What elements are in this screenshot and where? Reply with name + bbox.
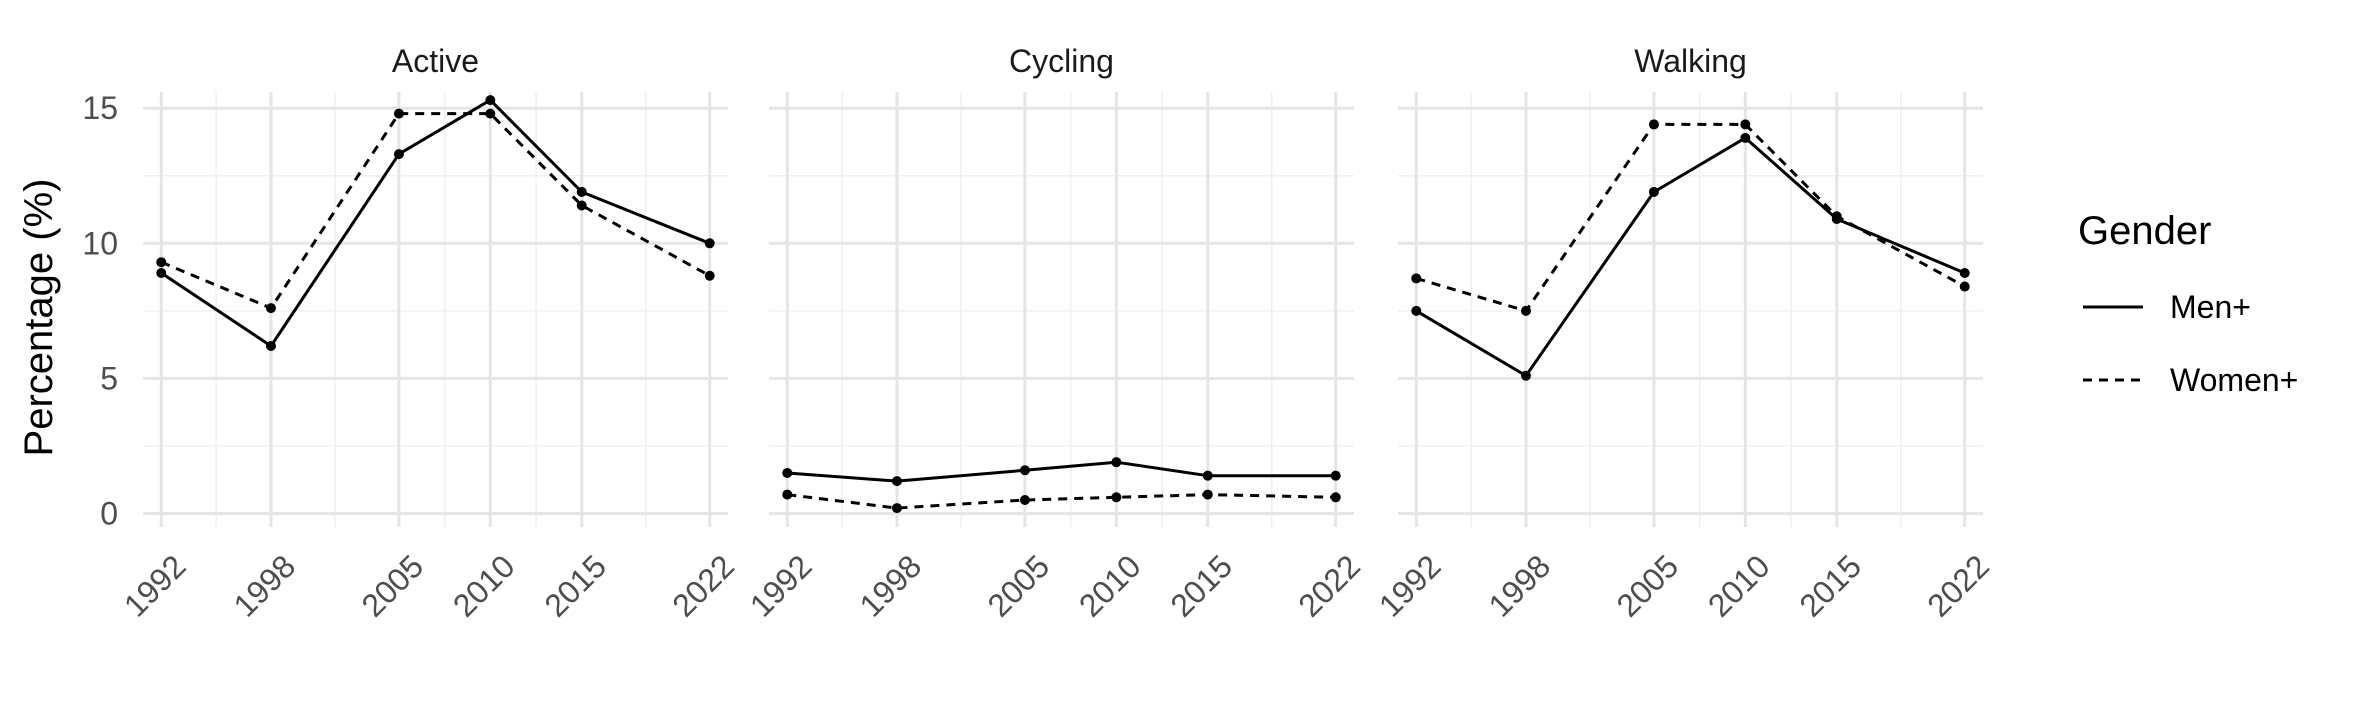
y-tick-label: 0: [100, 495, 118, 531]
data-point: [1202, 470, 1213, 481]
data-point: [156, 257, 167, 268]
data-point: [393, 149, 404, 160]
series-line-men: [787, 460, 1336, 483]
data-point: [1959, 281, 1970, 292]
legend-label: Men+: [2170, 289, 2251, 325]
x-tick-label: 2015: [537, 548, 613, 624]
legend-item-men: Men+: [2083, 289, 2251, 325]
data-point: [156, 268, 167, 279]
x-tick-label: 2022: [1920, 548, 1996, 624]
legend-label: Women+: [2170, 362, 2298, 398]
data-point: [1111, 492, 1122, 503]
data-point: [1330, 470, 1341, 481]
data-point: [1111, 457, 1122, 468]
y-axis: 0 5 10 15: [82, 90, 118, 531]
x-tick-label: 2010: [1072, 548, 1148, 624]
data-point: [1202, 489, 1213, 500]
series-line-women: [1415, 122, 1966, 313]
data-point: [782, 489, 793, 500]
x-tick-label: 1998: [227, 548, 303, 624]
y-tick-label: 15: [82, 90, 118, 126]
x-tick-label: 1992: [743, 548, 819, 624]
x-tick-label: 2005: [981, 548, 1057, 624]
y-tick-label: 5: [100, 360, 118, 396]
legend-entries: Men+ Women+: [2083, 289, 2298, 398]
x-tick-label: 2010: [446, 548, 522, 624]
data-point: [576, 186, 587, 197]
data-point: [1330, 492, 1341, 503]
x-tick-label: 2015: [1792, 548, 1868, 624]
data-point: [1520, 370, 1531, 381]
data-point: [782, 467, 793, 478]
series-line-men: [160, 98, 711, 348]
panel-title: Active: [392, 43, 479, 79]
series-line-women: [787, 493, 1336, 510]
data-point: [485, 108, 496, 119]
y-tick-label: 10: [82, 225, 118, 261]
data-point: [576, 200, 587, 211]
panel-cycling: Cycling 1992 1998 2005 2010 2015 2022: [743, 43, 1367, 624]
data-point: [1959, 268, 1970, 279]
x-tick-label: 1992: [1372, 548, 1448, 624]
x-tick-label: 2005: [1610, 548, 1686, 624]
panel-title: Cycling: [1009, 43, 1114, 79]
data-point: [1411, 273, 1422, 284]
data-point: [1411, 305, 1422, 316]
data-point: [265, 340, 276, 351]
data-point: [1520, 305, 1531, 316]
x-tick-label: 2010: [1701, 548, 1777, 624]
data-point: [1019, 494, 1030, 505]
x-tick-label: 1992: [117, 548, 193, 624]
x-tick-label: 2022: [1291, 548, 1367, 624]
data-point: [1648, 186, 1659, 197]
x-tick-label: 1998: [853, 548, 929, 624]
legend-item-women: Women+: [2083, 362, 2298, 398]
panel-active: Active 1992 1998 2005 2010 2015 2022: [117, 43, 741, 624]
x-tick-label: 1998: [1482, 548, 1558, 624]
data-point: [704, 270, 715, 281]
panel-title: Walking: [1634, 43, 1747, 79]
data-point: [1019, 465, 1030, 476]
data-point: [393, 108, 404, 119]
legend: Gender Men+ Women+: [2078, 209, 2298, 398]
data-point: [265, 303, 276, 314]
data-point: [1740, 132, 1751, 143]
series-line-men: [1415, 136, 1966, 378]
data-point: [1740, 119, 1751, 130]
data-point: [891, 476, 902, 487]
data-point: [1831, 211, 1842, 222]
y-axis-label: Percentage (%): [17, 179, 61, 457]
series-line-women: [160, 112, 711, 310]
x-tick-label: 2005: [355, 548, 431, 624]
x-tick-label: 2015: [1163, 548, 1239, 624]
legend-title: Gender: [2078, 209, 2211, 253]
data-point: [891, 503, 902, 514]
data-point: [704, 238, 715, 249]
panel-walking: Walking 1992 1998 2005 2010 2015 2022: [1372, 43, 1996, 624]
data-point: [485, 95, 496, 106]
x-tick-label: 2022: [665, 548, 741, 624]
data-point: [1648, 119, 1659, 130]
